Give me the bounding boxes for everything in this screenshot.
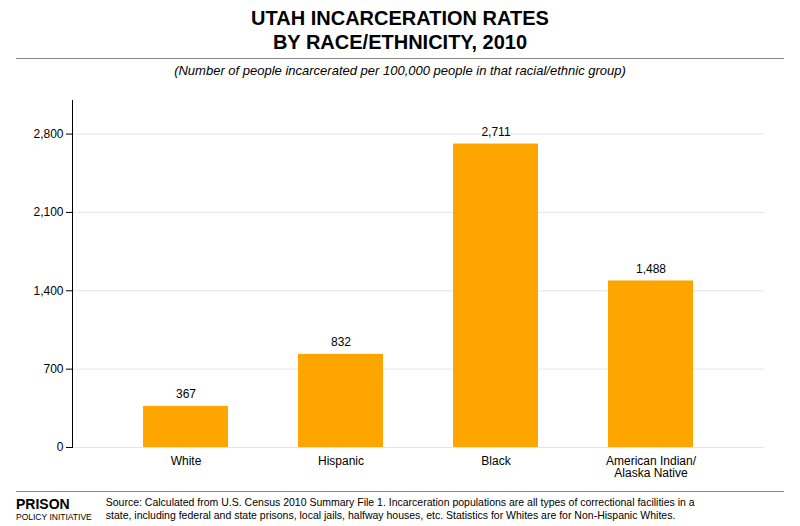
svg-text:367: 367	[176, 387, 196, 401]
svg-text:Black: Black	[481, 454, 511, 468]
svg-text:1,400: 1,400	[33, 284, 63, 298]
svg-text:700: 700	[43, 362, 63, 376]
svg-text:American Indian/Alaska Native: American Indian/Alaska Native	[606, 454, 697, 480]
svg-text:832: 832	[331, 335, 351, 349]
svg-text:2,711: 2,711	[481, 125, 510, 139]
svg-text:White: White	[171, 454, 202, 468]
svg-text:0: 0	[57, 440, 64, 454]
html-text:(Number of people incarcerated: (Number of people incarcerated per 100,0…	[174, 63, 626, 78]
html-text:BY RACE/ETHNICITY, 2010: BY RACE/ETHNICITY, 2010	[272, 31, 528, 53]
html-text:PRISON: PRISON	[16, 495, 70, 512]
svg-text:2,800: 2,800	[33, 127, 63, 141]
html-text:POLICY INITIATIVE: POLICY INITIATIVE	[16, 511, 92, 522]
html-text:Source: Calculated from U.S. C: Source: Calculated from U.S. Census 2010…	[105, 496, 695, 521]
html-text:UTAH INCARCERATION RATES: UTAH INCARCERATION RATES	[251, 7, 549, 29]
svg-text:2,100: 2,100	[33, 205, 63, 219]
svg-text:Hispanic: Hispanic	[318, 454, 364, 468]
svg-text:1,488: 1,488	[636, 262, 666, 276]
